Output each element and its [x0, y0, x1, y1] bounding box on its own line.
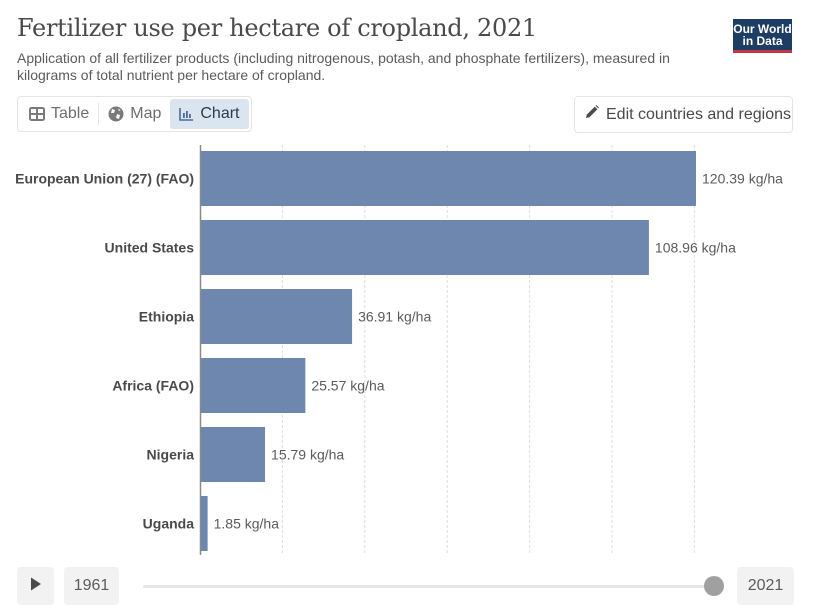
- value-label: 108.96 kg/ha: [655, 240, 736, 256]
- tab-map[interactable]: Map: [99, 99, 170, 129]
- category-label[interactable]: Africa (FAO): [112, 378, 194, 394]
- chart-subtitle: Application of all fertilizer products (…: [17, 50, 670, 83]
- end-year-button[interactable]: 2021: [737, 567, 794, 605]
- bar[interactable]: [200, 496, 208, 551]
- play-icon: [30, 577, 42, 596]
- tab-chart-label: Chart: [200, 105, 240, 122]
- edit-countries-label: Edit countries and regions: [606, 105, 791, 123]
- logo-line-2: in Data: [742, 34, 783, 48]
- value-label: 1.85 kg/ha: [214, 516, 280, 532]
- bars: European Union (27) (FAO) 120.39 kg/ha Uni…: [15, 151, 783, 551]
- pencil-icon: [585, 105, 599, 124]
- tab-table-label: Table: [51, 105, 90, 122]
- timeline: 1961 2021: [17, 567, 794, 605]
- value-label: 15.79 kg/ha: [271, 447, 344, 463]
- bar[interactable]: [200, 151, 696, 206]
- category-label[interactable]: United States: [105, 240, 195, 256]
- category-label[interactable]: Nigeria: [147, 447, 195, 463]
- edit-countries-button[interactable]: Edit countries and regions: [574, 96, 793, 133]
- bar-chart-icon: [179, 107, 194, 121]
- value-label: 25.57 kg/ha: [311, 378, 384, 394]
- table-icon: [29, 107, 45, 121]
- bar[interactable]: [200, 427, 266, 482]
- bar[interactable]: [200, 220, 649, 275]
- bar[interactable]: [200, 289, 353, 344]
- owid-logo[interactable]: Our World in Data: [733, 19, 792, 53]
- category-label[interactable]: Ethiopia: [139, 309, 194, 325]
- value-label: 36.91 kg/ha: [358, 309, 431, 325]
- timeline-slider-track[interactable]: [143, 585, 713, 588]
- tab-map-label: Map: [130, 105, 162, 122]
- timeline-slider-handle[interactable]: [704, 576, 724, 596]
- play-button[interactable]: [17, 567, 54, 605]
- tab-chart[interactable]: Chart: [170, 99, 249, 129]
- tab-divider: [98, 103, 100, 125]
- gridlines: [281, 145, 695, 555]
- chart-title: Fertilizer use per hectare of cropland, …: [17, 14, 537, 42]
- category-label[interactable]: Uganda: [143, 516, 195, 532]
- tab-table[interactable]: Table: [20, 99, 98, 129]
- globe-icon: [108, 106, 124, 122]
- start-year-button[interactable]: 1961: [64, 567, 119, 605]
- bar[interactable]: [200, 358, 306, 413]
- value-label: 120.39 kg/ha: [702, 171, 783, 187]
- category-label[interactable]: European Union (27) (FAO): [15, 171, 194, 187]
- logo-line-1: Our World: [733, 22, 792, 36]
- bar-chart: European Union (27) (FAO) 120.39 kg/ha Uni…: [15, 145, 783, 555]
- view-tabs: Table Map Chart: [17, 96, 252, 132]
